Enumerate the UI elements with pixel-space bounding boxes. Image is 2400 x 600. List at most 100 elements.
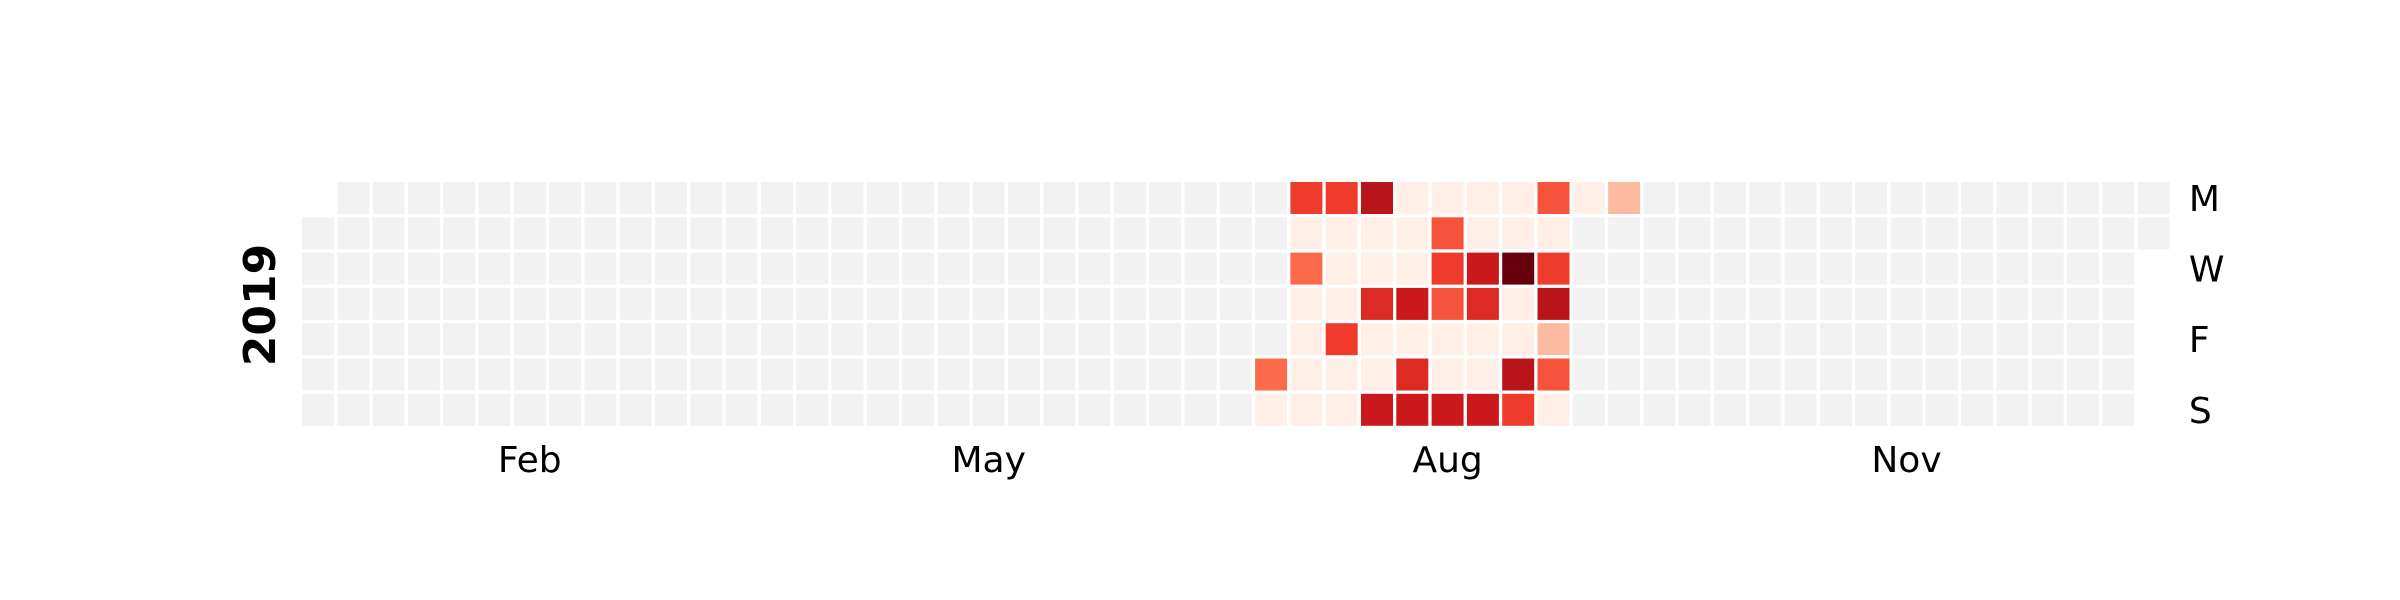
heatmap-cell-empty xyxy=(796,217,829,250)
heatmap-cell-empty xyxy=(760,323,793,356)
heatmap-cell-empty xyxy=(690,182,723,214)
heatmap-cell-empty xyxy=(2031,393,2064,426)
heatmap-cell-empty xyxy=(1149,323,1182,356)
heatmap-cell-empty xyxy=(1572,252,1605,285)
heatmap-cell-empty xyxy=(443,217,476,250)
heatmap-cell-empty xyxy=(2102,287,2135,320)
heatmap-cell-empty xyxy=(1043,358,1076,391)
heatmap-cell-filled xyxy=(1502,358,1535,391)
heatmap-cell-empty xyxy=(549,393,582,426)
heatmap-cell-empty xyxy=(337,393,370,426)
heatmap-cell-empty xyxy=(478,393,511,426)
heatmap-cell-empty xyxy=(760,393,793,426)
heatmap-cell-empty xyxy=(1608,287,1641,320)
heatmap-cell-filled xyxy=(1431,287,1464,320)
heatmap-cell-empty xyxy=(1714,252,1746,285)
heatmap-cell-empty xyxy=(1008,252,1040,285)
heatmap-cell-empty xyxy=(549,182,582,214)
heatmap-cell-empty xyxy=(655,393,687,426)
heatmap-cell-empty xyxy=(1961,358,1994,391)
heatmap-cell-empty xyxy=(972,182,1005,214)
heatmap-cell-empty xyxy=(796,287,829,320)
heatmap-cell-empty xyxy=(1149,252,1182,285)
heatmap-cell-empty xyxy=(972,217,1005,250)
heatmap-cell-empty xyxy=(619,252,652,285)
heatmap-cell-empty xyxy=(1819,393,1852,426)
heatmap-cell-empty xyxy=(1608,358,1641,391)
heatmap-cell-empty xyxy=(1996,217,2029,250)
heatmap-cell-empty xyxy=(655,217,687,250)
heatmap-cell-empty xyxy=(796,323,829,356)
heatmap-cell-empty xyxy=(725,182,758,214)
heatmap-cell-empty xyxy=(796,358,829,391)
heatmap-cell-empty xyxy=(1961,252,1994,285)
heatmap-cell-empty xyxy=(902,323,935,356)
year-label: 2019 xyxy=(235,244,286,366)
heatmap-cell-empty xyxy=(1784,323,1817,356)
heatmap-cell-filled xyxy=(1466,358,1499,391)
heatmap-cell-filled xyxy=(1325,252,1358,285)
heatmap-cell-empty xyxy=(1714,323,1746,356)
heatmap-cell-empty xyxy=(407,217,440,250)
heatmap-cell-filled xyxy=(1290,182,1323,214)
heatmap-cell-empty xyxy=(1078,217,1111,250)
heatmap-cells xyxy=(302,182,2170,426)
heatmap-cell-empty xyxy=(866,358,899,391)
heatmap-cell-filled xyxy=(1325,358,1358,391)
heatmap-cell-filled xyxy=(1290,287,1323,320)
heatmap-cell-empty xyxy=(1643,323,1676,356)
heatmap-cell-empty xyxy=(1572,323,1605,356)
heatmap-cell-empty xyxy=(1819,252,1852,285)
heatmap-cell-empty xyxy=(549,323,582,356)
heatmap-cell-empty xyxy=(1996,358,2029,391)
heatmap-cell-empty xyxy=(584,182,617,214)
heatmap-cell-empty xyxy=(725,217,758,250)
heatmap-cell-empty xyxy=(407,393,440,426)
heatmap-cell-empty xyxy=(2067,323,2099,356)
heatmap-cell-empty xyxy=(690,217,723,250)
heatmap-cell-empty xyxy=(2137,182,2170,214)
heatmap-cell-empty xyxy=(478,287,511,320)
heatmap-cell-empty xyxy=(478,252,511,285)
heatmap-cell-empty xyxy=(866,182,899,214)
heatmap-cell-empty xyxy=(443,182,476,214)
heatmap-cell-empty xyxy=(2102,182,2135,214)
weekday-label-2: W xyxy=(2189,250,2225,291)
heatmap-cell-empty xyxy=(690,252,723,285)
heatmap-cell-empty xyxy=(1219,287,1252,320)
weekday-label-4: F xyxy=(2189,320,2210,361)
heatmap-cell-empty xyxy=(372,323,405,356)
heatmap-cell-empty xyxy=(2137,217,2170,250)
heatmap-cell-empty xyxy=(1714,182,1746,214)
heatmap-cell-empty xyxy=(1572,217,1605,250)
heatmap-cell-filled xyxy=(1290,393,1323,426)
heatmap-cell-empty xyxy=(1184,182,1217,214)
heatmap-cell-empty xyxy=(1255,287,1288,320)
heatmap-cell-filled xyxy=(1361,252,1393,285)
heatmap-cell-empty xyxy=(1784,252,1817,285)
heatmap-cell-filled xyxy=(1537,393,1570,426)
heatmap-cell-empty xyxy=(725,393,758,426)
heatmap-cell-empty xyxy=(372,393,405,426)
weekday-label-0: M xyxy=(2189,179,2220,220)
heatmap-cell-empty xyxy=(1113,217,1146,250)
heatmap-cell-empty xyxy=(972,323,1005,356)
heatmap-cell-empty xyxy=(655,287,687,320)
heatmap-cell-empty xyxy=(1643,182,1676,214)
heatmap-cell-empty xyxy=(1184,217,1217,250)
heatmap-cell-filled xyxy=(1396,182,1429,214)
heatmap-cell-empty xyxy=(1149,358,1182,391)
heatmap-cell-filled xyxy=(1396,323,1429,356)
heatmap-cell-empty xyxy=(1219,217,1252,250)
heatmap-cell-empty xyxy=(1819,287,1852,320)
heatmap-cell-empty xyxy=(302,217,334,250)
heatmap-cell-empty xyxy=(2031,182,2064,214)
heatmap-cell-empty xyxy=(1643,393,1676,426)
heatmap-cell-filled xyxy=(1466,252,1499,285)
heatmap-cell-empty xyxy=(619,323,652,356)
heatmap-cell-empty xyxy=(831,358,864,391)
heatmap-cell-empty xyxy=(1678,217,1711,250)
heatmap-cell-filled xyxy=(1537,358,1570,391)
heatmap-cell-filled xyxy=(1325,182,1358,214)
heatmap-cell-empty xyxy=(1996,287,2029,320)
